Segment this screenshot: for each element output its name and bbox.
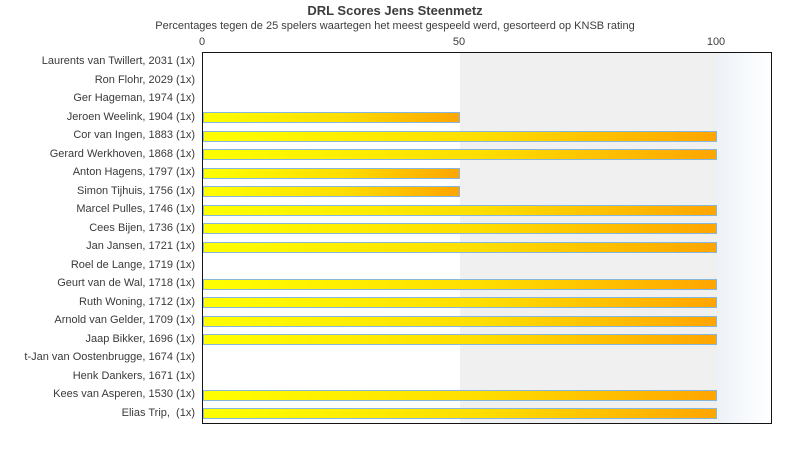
category-label: Ron Flohr, 2029 (1x) bbox=[94, 73, 195, 86]
score-bar bbox=[203, 167, 460, 179]
score-bar bbox=[203, 278, 717, 290]
category-label: Kees van Asperen, 1530 (1x) bbox=[53, 388, 195, 400]
score-bar bbox=[203, 408, 717, 420]
x-tick-label: 0 bbox=[198, 36, 206, 48]
category-labels: Laurents van Twillert, 2031 (1x) Ron Floh… bbox=[0, 52, 195, 422]
score-bar bbox=[203, 204, 717, 216]
score-bar bbox=[203, 297, 717, 309]
category-label: Jeroen Weelink, 1904 (1x) bbox=[66, 110, 195, 123]
category-label: Cor van Ingen, 1883 (1x) bbox=[73, 129, 195, 141]
background-band-50-100 bbox=[460, 53, 717, 423]
plot-area bbox=[202, 52, 772, 424]
x-tick-label: 100 bbox=[706, 36, 726, 48]
category-label: Ruth Woning, 1712 (1x) bbox=[79, 295, 195, 308]
score-bar bbox=[203, 149, 717, 161]
category-label: Geurt van de Wal, 1718 (1x) bbox=[57, 277, 195, 289]
category-label: Marcel Pulles, 1746 (1x) bbox=[76, 203, 195, 215]
category-label: Anton Hagens, 1797 (1x) bbox=[72, 166, 195, 178]
category-label: Laurents van Twillert, 2031 (1x) bbox=[41, 55, 195, 67]
category-label: Jaap Bikker, 1696 (1x) bbox=[85, 332, 195, 345]
score-bar bbox=[203, 334, 717, 346]
category-label: t-Jan van Oostenbrugge, 1674 (1x) bbox=[24, 351, 195, 363]
score-bar bbox=[203, 112, 460, 124]
score-bar bbox=[203, 389, 717, 401]
chart-title: DRL Scores Jens Steenmetz bbox=[307, 3, 483, 18]
category-label: Henk Dankers, 1671 (1x) bbox=[72, 369, 195, 382]
category-label: Gerard Werkhoven, 1868 (1x) bbox=[49, 147, 195, 160]
score-bar bbox=[203, 130, 717, 142]
category-label: Jan Jansen, 1721 (1x) bbox=[86, 240, 195, 252]
category-label: Arnold van Gelder, 1709 (1x) bbox=[54, 314, 195, 326]
score-bar bbox=[203, 241, 717, 253]
category-label: Ger Hageman, 1974 (1x) bbox=[73, 92, 195, 104]
background-band-right bbox=[717, 53, 771, 423]
x-axis-ticks: 0 50 100 bbox=[0, 36, 790, 50]
chart-subtitle: Percentages tegen de 25 spelers waartege… bbox=[155, 20, 635, 32]
score-bar bbox=[203, 315, 717, 327]
category-label: Elias Trip, (1x) bbox=[121, 406, 195, 419]
category-label: Roel de Lange, 1719 (1x) bbox=[70, 258, 195, 271]
category-label: Cees Bijen, 1736 (1x) bbox=[89, 221, 195, 234]
score-bar bbox=[203, 186, 460, 198]
score-bar bbox=[203, 223, 717, 235]
category-label: Simon Tijhuis, 1756 (1x) bbox=[77, 184, 195, 197]
x-tick-label: 50 bbox=[452, 36, 466, 48]
